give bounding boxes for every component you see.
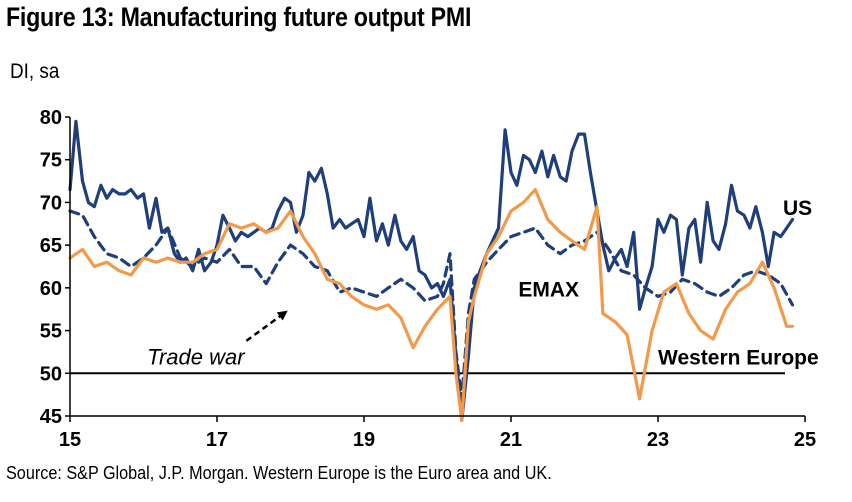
page-title: Figure 13: Manufacturing future output P… <box>6 2 472 32</box>
annotation-emax: EMAX <box>518 278 579 301</box>
y-tick-label: 70 <box>40 192 62 214</box>
y-tick-label: 75 <box>40 150 62 172</box>
y-tick-label: 80 <box>40 107 62 129</box>
trade-war-arrow <box>245 310 288 342</box>
y-tick-label: 45 <box>40 406 62 428</box>
annotation-trade-war: Trade war <box>147 345 246 370</box>
y-axis-units: DI, sa <box>10 60 60 83</box>
x-tick-label: 21 <box>500 429 522 451</box>
x-tick-label: 25 <box>794 429 816 451</box>
x-tick-label: 17 <box>206 429 228 451</box>
source-note: Source: S&P Global, J.P. Morgan. Western… <box>6 463 552 483</box>
series-line-western-europe <box>68 188 795 422</box>
series-line-emax <box>68 209 795 401</box>
annotation-us: US <box>783 197 812 220</box>
annotation-western-europe: Western Europe <box>658 347 819 370</box>
series-line-us <box>68 119 795 422</box>
y-tick-label: 60 <box>40 278 62 300</box>
x-tick-label: 19 <box>353 429 375 451</box>
x-tick-label: 23 <box>647 429 669 451</box>
y-tick-label: 65 <box>40 235 62 257</box>
y-tick-label: 50 <box>40 363 62 385</box>
y-tick-label: 55 <box>40 321 62 343</box>
x-tick-label: 15 <box>59 429 81 451</box>
